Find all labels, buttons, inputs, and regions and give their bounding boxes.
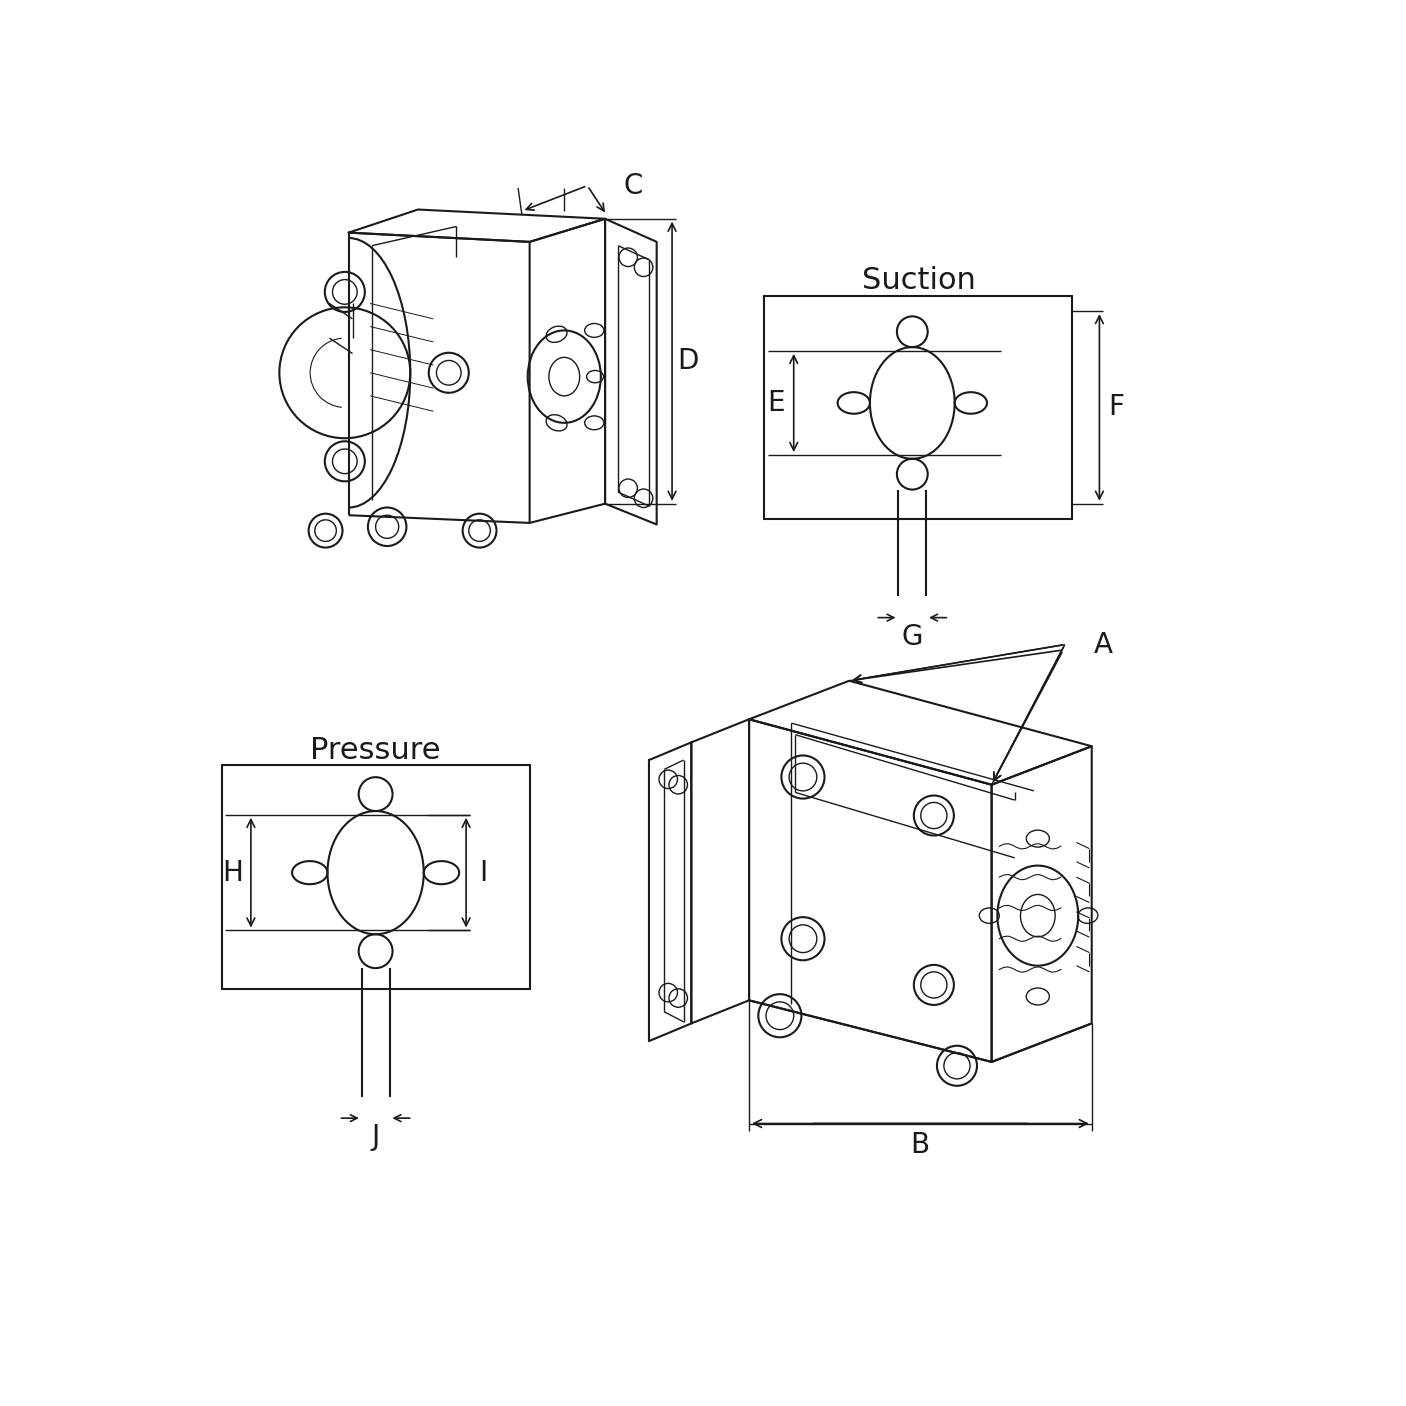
Text: C: C — [624, 172, 644, 200]
Text: Pressure: Pressure — [311, 735, 441, 765]
Text: A: A — [1094, 630, 1112, 658]
Text: F: F — [1108, 394, 1125, 422]
Text: I: I — [479, 859, 486, 887]
Text: B: B — [911, 1130, 929, 1159]
Text: Suction: Suction — [862, 266, 976, 295]
Text: D: D — [676, 347, 699, 375]
Text: G: G — [901, 623, 922, 651]
Bar — [222, 765, 530, 988]
Bar — [765, 295, 1073, 519]
Text: E: E — [768, 389, 785, 418]
Text: J: J — [371, 1123, 380, 1152]
Text: H: H — [222, 859, 243, 887]
